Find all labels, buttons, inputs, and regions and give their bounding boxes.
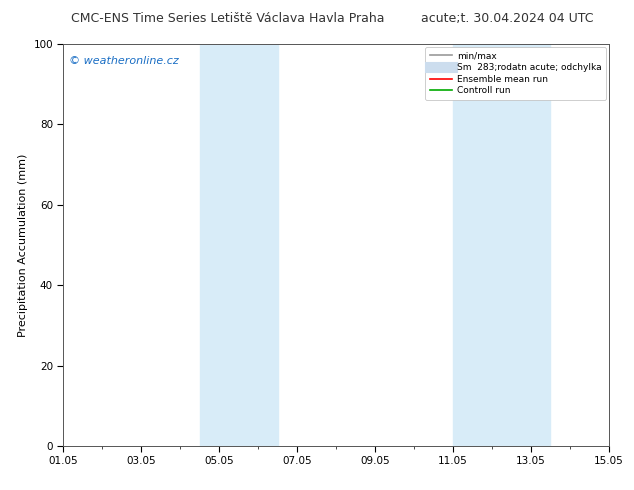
Legend: min/max, Sm  283;rodatn acute; odchylka, Ensemble mean run, Controll run: min/max, Sm 283;rodatn acute; odchylka, … — [425, 47, 606, 100]
Text: CMC-ENS Time Series Letiště Václava Havla Praha: CMC-ENS Time Series Letiště Václava Havl… — [72, 12, 385, 25]
Text: © weatheronline.cz: © weatheronline.cz — [69, 56, 179, 66]
Bar — [453, 44, 550, 446]
Y-axis label: Precipitation Accumulation (mm): Precipitation Accumulation (mm) — [18, 153, 28, 337]
Bar — [200, 44, 278, 446]
Text: acute;t. 30.04.2024 04 UTC: acute;t. 30.04.2024 04 UTC — [421, 12, 593, 25]
